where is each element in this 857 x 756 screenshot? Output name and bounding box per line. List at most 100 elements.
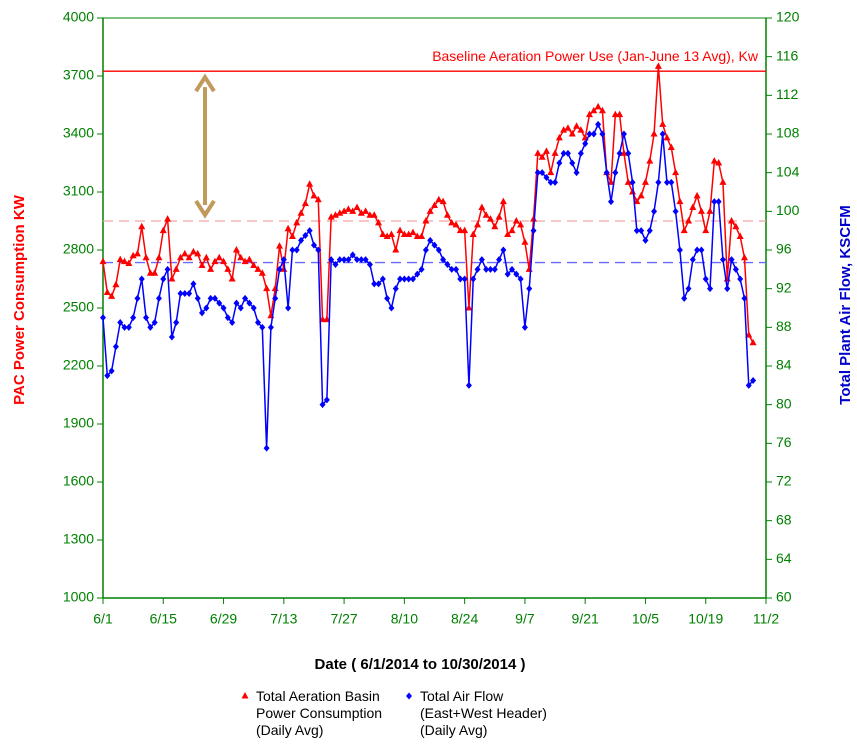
data-point (168, 333, 175, 341)
data-point (354, 256, 361, 264)
data-point (478, 256, 485, 264)
data-point (465, 304, 473, 311)
data-point (207, 294, 214, 302)
data-point (465, 381, 472, 389)
data-point (143, 314, 150, 322)
data-point (629, 188, 637, 195)
data-point (392, 285, 399, 293)
data-point (121, 257, 129, 265)
data-point (659, 120, 667, 127)
data-point (207, 265, 215, 272)
data-point (405, 275, 412, 283)
data-point (362, 256, 369, 264)
data-point (577, 126, 585, 133)
data-point (736, 232, 744, 239)
legend-marker (241, 692, 249, 699)
y-tick-label: 1900 (63, 415, 94, 431)
data-point (168, 275, 176, 282)
data-point (418, 232, 426, 239)
data-point (625, 149, 632, 157)
data-point (104, 372, 111, 380)
data-point (483, 265, 490, 273)
data-point (663, 133, 671, 141)
data-point (405, 230, 413, 238)
data-point (637, 191, 645, 199)
data-point (517, 220, 525, 228)
data-point (289, 246, 296, 254)
data-point (285, 304, 292, 312)
data-point (125, 323, 132, 331)
data-point (199, 309, 206, 317)
data-point (719, 178, 727, 185)
y2-tick-label: 64 (776, 550, 792, 566)
data-point (577, 149, 584, 157)
x-tick-label: 6/15 (150, 611, 177, 627)
data-point (512, 217, 520, 224)
data-point (707, 285, 714, 293)
data-point (443, 211, 451, 218)
data-point (474, 220, 482, 228)
data-point (181, 249, 189, 257)
data-point (224, 265, 232, 272)
data-point (629, 178, 636, 186)
data-point (431, 201, 438, 209)
data-point (310, 241, 317, 249)
data-point (740, 253, 748, 261)
data-point (134, 294, 141, 302)
data-point (383, 232, 391, 239)
data-point (375, 218, 383, 226)
data-point (371, 280, 378, 288)
data-point (560, 126, 568, 133)
data-point (732, 222, 740, 230)
data-point (681, 294, 688, 302)
data-point (379, 230, 387, 238)
y-tick-label: 4000 (63, 9, 94, 25)
y2-tick-label: 76 (776, 434, 792, 450)
data-point (569, 159, 576, 167)
data-point (336, 209, 344, 216)
x-tick-label: 8/24 (451, 611, 478, 627)
data-point (341, 256, 348, 264)
y-tick-label: 2500 (63, 299, 94, 315)
data-point (513, 270, 520, 278)
data-point (327, 213, 335, 220)
data-point (487, 265, 494, 273)
data-point (224, 314, 231, 322)
data-point (715, 159, 723, 166)
data-point (607, 178, 615, 185)
data-point (650, 130, 658, 137)
data-point (189, 247, 197, 255)
data-point (232, 246, 240, 253)
data-point (551, 149, 559, 156)
data-point (680, 226, 688, 234)
data-point (332, 261, 339, 268)
data-point (362, 207, 370, 214)
data-point (297, 209, 305, 216)
data-point (504, 230, 512, 238)
data-point (568, 130, 576, 137)
data-point (582, 140, 589, 148)
data-point (173, 319, 180, 326)
data-point (203, 304, 210, 312)
data-point (453, 265, 460, 273)
data-point (427, 236, 434, 244)
data-point (284, 224, 292, 232)
data-point (229, 319, 236, 326)
data-point (349, 251, 356, 259)
data-point (130, 314, 137, 322)
data-point (345, 256, 352, 264)
data-point (521, 323, 528, 331)
data-point (706, 207, 714, 214)
data-point (586, 130, 593, 138)
data-point (426, 207, 434, 214)
y-tick-label: 3700 (63, 67, 94, 83)
data-point (344, 205, 352, 212)
data-point (672, 168, 680, 176)
data-point (108, 292, 116, 299)
data-point (482, 211, 490, 218)
y2-tick-label: 108 (776, 125, 800, 141)
data-point (323, 396, 330, 404)
data-point (646, 157, 654, 164)
data-point (633, 197, 641, 205)
data-point (138, 275, 145, 283)
